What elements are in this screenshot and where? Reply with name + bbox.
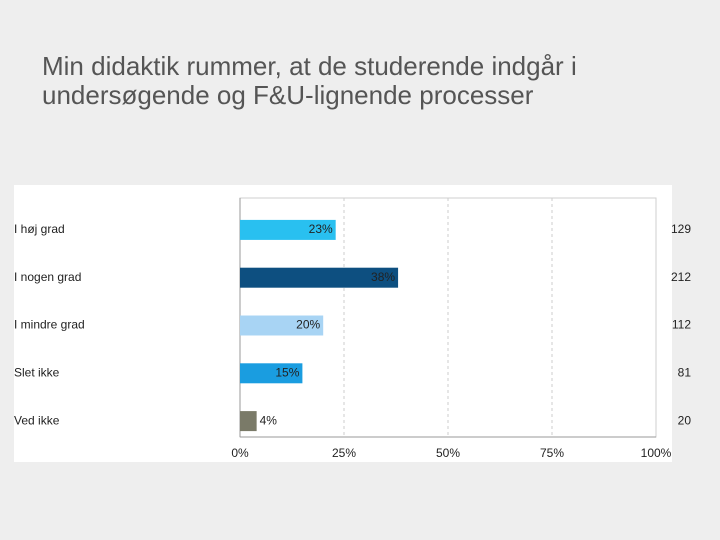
x-tick-label: 50% bbox=[436, 446, 460, 460]
x-tick-label: 100% bbox=[641, 446, 672, 460]
bar bbox=[240, 267, 399, 288]
x-tick-label: 25% bbox=[332, 446, 356, 460]
count-label: 212 bbox=[671, 270, 691, 284]
bar bbox=[240, 315, 324, 336]
count-label: 129 bbox=[671, 222, 691, 236]
value-label: 23% bbox=[309, 222, 333, 236]
category-label: I høj grad bbox=[14, 222, 65, 236]
count-label: 112 bbox=[672, 318, 691, 332]
chart-title: Min didaktik rummer, at de studerende in… bbox=[42, 51, 577, 110]
value-label: 38% bbox=[371, 270, 395, 284]
bar bbox=[240, 219, 336, 240]
category-label: Slet ikke bbox=[14, 365, 60, 379]
category-label: I mindre grad bbox=[14, 318, 85, 332]
count-label: 20 bbox=[678, 413, 692, 427]
bar bbox=[240, 411, 257, 432]
x-tick-label: 75% bbox=[540, 446, 564, 460]
value-label: 4% bbox=[260, 413, 278, 427]
category-label: I nogen grad bbox=[14, 270, 81, 284]
bar bbox=[240, 363, 303, 384]
count-label: 81 bbox=[678, 365, 692, 379]
value-label: 20% bbox=[296, 318, 320, 332]
category-label: Ved ikke bbox=[14, 413, 60, 427]
value-label: 15% bbox=[275, 365, 299, 379]
panel bbox=[14, 185, 672, 462]
x-tick-label: 0% bbox=[231, 446, 249, 460]
